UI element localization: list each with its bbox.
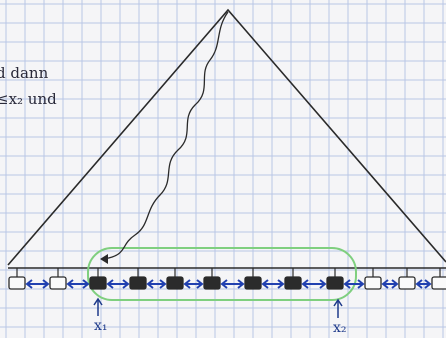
leaf-node	[432, 277, 446, 289]
note-text: d dann	[0, 64, 49, 82]
leaf-node	[285, 277, 301, 289]
leaf-node	[365, 277, 381, 289]
leaf-node	[245, 277, 261, 289]
leaf-node	[327, 277, 343, 289]
leaf-node	[9, 277, 25, 289]
marker-label: x₁	[94, 318, 108, 334]
diagram: x₁ x₂ d dann ≤x₂ und	[0, 0, 446, 338]
leaf-node	[399, 277, 415, 289]
leaf-node	[167, 277, 183, 289]
leaf-node	[50, 277, 66, 289]
marker-label: x₂	[333, 320, 347, 336]
leaf-node	[90, 277, 106, 289]
note-text: ≤x₂ und	[0, 90, 57, 108]
leaf-node	[130, 277, 146, 289]
leaf-node	[204, 277, 220, 289]
